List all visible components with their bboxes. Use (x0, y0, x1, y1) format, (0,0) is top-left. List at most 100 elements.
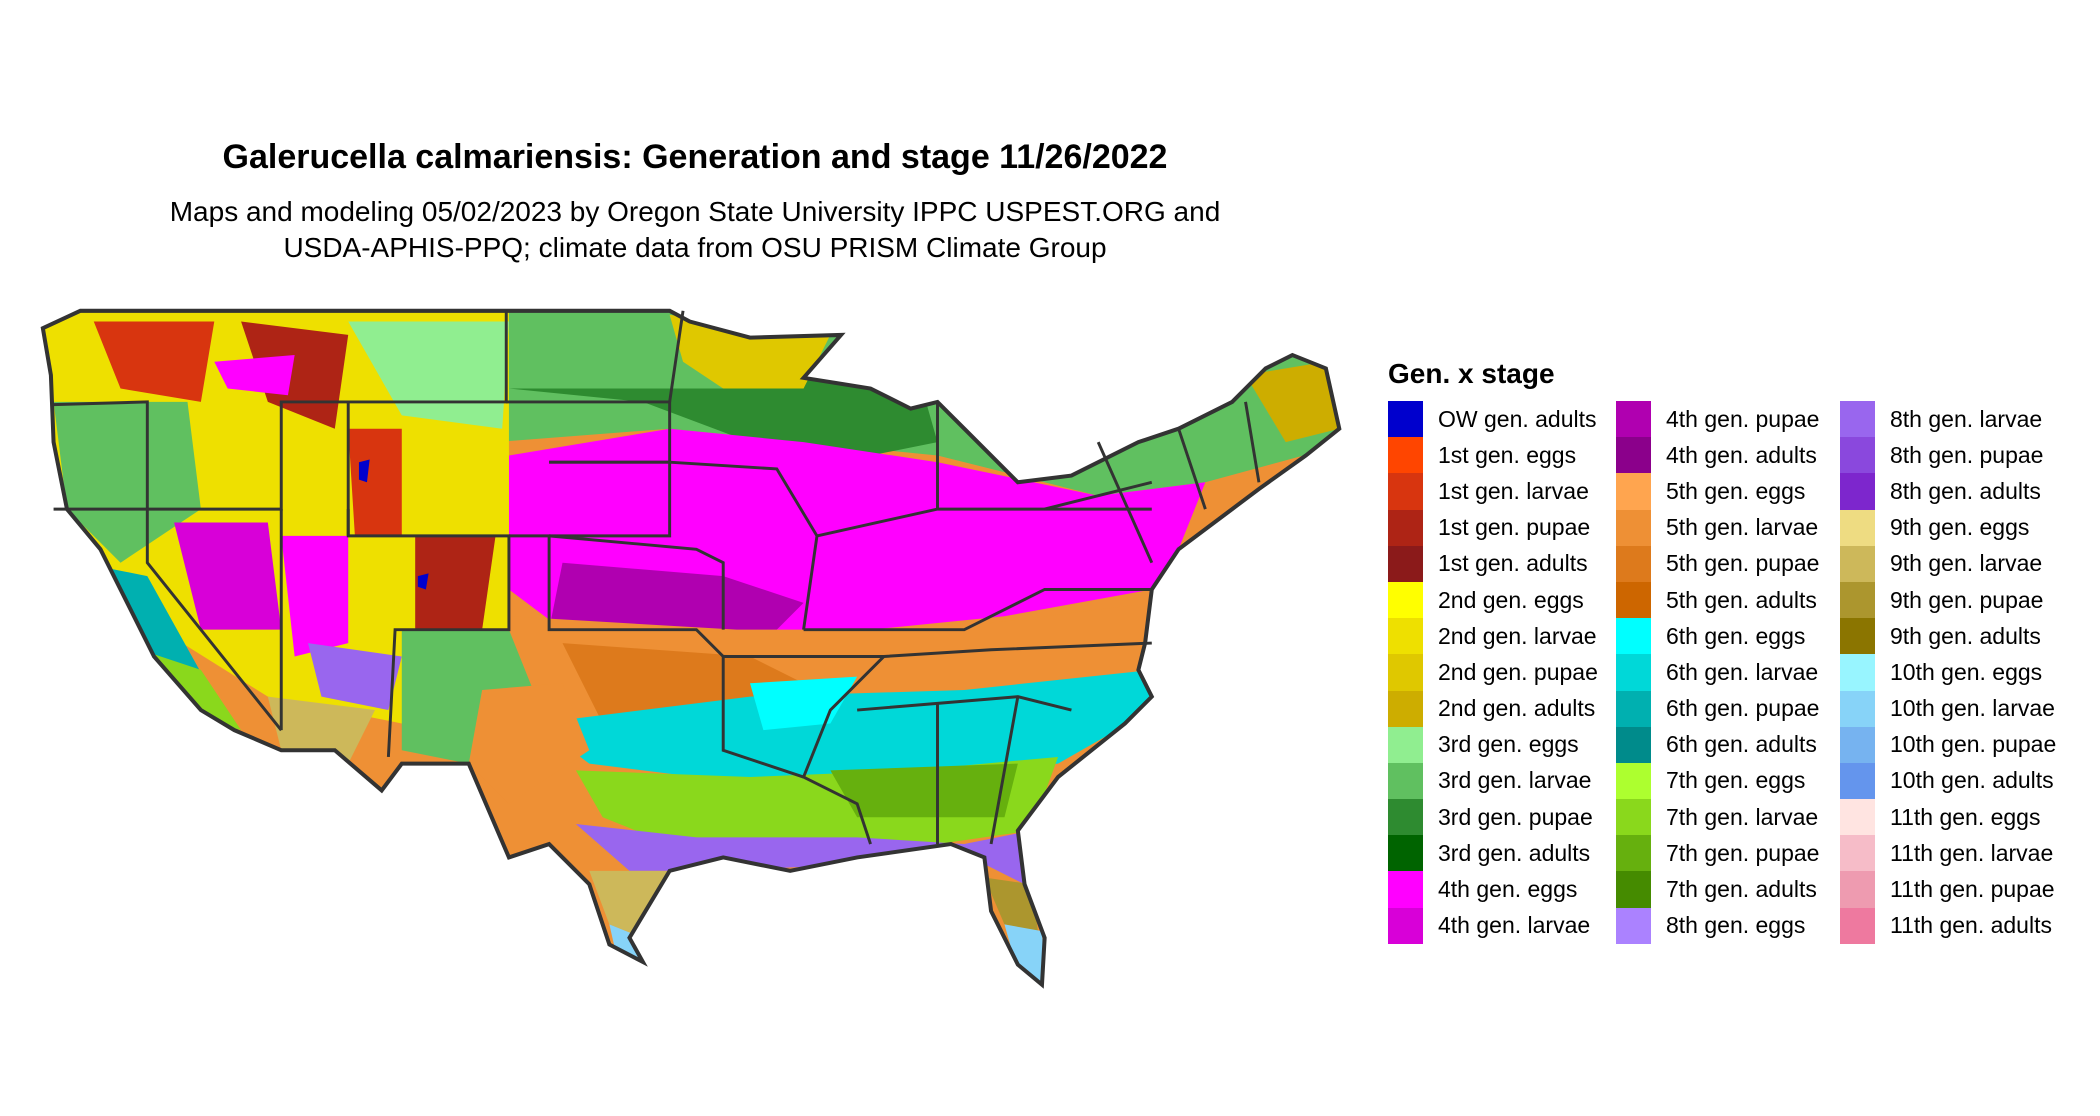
legend-swatch (1616, 618, 1651, 655)
legend-label: 4th gen. larvae (1438, 912, 1591, 939)
legend-item: 8th gen. pupae (1840, 437, 2056, 474)
legend-label: 2nd gen. pupae (1438, 658, 1598, 685)
legend-swatch (1388, 401, 1423, 438)
legend-swatch (1840, 762, 1875, 800)
legend-item: 9th gen. eggs (1840, 509, 2056, 546)
legend-swatch (1616, 437, 1651, 474)
legend-item: 7th gen. larvae (1616, 799, 1819, 836)
legend-label: 9th gen. larvae (1890, 550, 2043, 577)
legend-item: 11th gen. adults (1840, 907, 2056, 944)
legend-item: 1st gen. pupae (1388, 509, 1598, 546)
legend-swatch (1388, 907, 1423, 944)
legend-swatch (1840, 907, 1875, 944)
legend-item: 4th gen. pupae (1616, 401, 1820, 438)
legend-label: 8th gen. larvae (1890, 405, 2043, 432)
legend-label: 1st gen. pupae (1438, 514, 1591, 541)
legend-item: 1st gen. eggs (1388, 437, 1598, 474)
legend-swatch (1388, 473, 1423, 510)
legend-swatch (1840, 835, 1875, 872)
legend-item: 11th gen. eggs (1840, 799, 2056, 836)
legend-label: 5th gen. pupae (1666, 550, 1820, 577)
legend-item: 3rd gen. adults (1388, 835, 1598, 872)
legend-swatch (1616, 581, 1651, 619)
legend-swatch (1616, 907, 1651, 944)
legend-label: 5th gen. adults (1666, 586, 1817, 613)
legend-swatch (1388, 545, 1423, 582)
legend-swatch (1840, 473, 1875, 510)
legend-item: OW gen. adults (1388, 401, 1598, 438)
legend-label: 2nd gen. larvae (1438, 622, 1597, 649)
legend-item: 3rd gen. larvae (1388, 762, 1598, 800)
legend-swatch (1388, 835, 1423, 872)
legend-item: 4th gen. adults (1616, 437, 1819, 474)
legend-swatch (1388, 581, 1423, 619)
legend-label: 5th gen. eggs (1666, 477, 1806, 504)
legend-item: 1st gen. larvae (1388, 473, 1598, 510)
legend-item: 5th gen. adults (1616, 581, 1819, 619)
legend-item: 4th gen. larvae (1388, 907, 1598, 944)
legend-label: 3rd gen. larvae (1438, 767, 1592, 794)
map-title: Galerucella calmariensis: Generation and… (222, 138, 1168, 176)
legend-label: 9th gen. eggs (1890, 514, 2030, 541)
legend-item: 7th gen. eggs (1616, 762, 1819, 800)
legend-swatch (1840, 437, 1875, 474)
legend-column-1: OW gen. adults 1st gen. eggs 1st gen. larv… (1388, 401, 1598, 944)
legend-swatch (1616, 762, 1651, 800)
legend-swatch (1616, 654, 1651, 691)
map-subtitle-line-2: USDA-APHIS-PPQ; climate data from OSU PR… (283, 232, 1107, 263)
legend-label: 6th gen. adults (1666, 731, 1817, 758)
legend-item: 9th gen. larvae (1840, 545, 2056, 582)
legend-label: 2nd gen. eggs (1438, 586, 1584, 613)
legend-item: 10th gen. pupae (1840, 726, 2057, 763)
legend-label: 4th gen. eggs (1438, 876, 1578, 903)
legend-swatch (1388, 726, 1423, 763)
legend-swatch (1616, 799, 1651, 836)
legend-label: 7th gen. larvae (1666, 803, 1819, 830)
legend-item: 2nd gen. eggs (1388, 581, 1598, 619)
legend-label: 11th gen. eggs (1890, 803, 2041, 830)
legend-item: 8th gen. larvae (1840, 401, 2056, 438)
legend-item: 11th gen. larvae (1840, 835, 2056, 872)
legend-item: 10th gen. eggs (1840, 654, 2056, 691)
legend-swatch (1388, 509, 1423, 546)
state-boundaries (43, 311, 1339, 985)
legend-label: 4th gen. pupae (1666, 405, 1820, 432)
legend-label: 8th gen. eggs (1666, 912, 1806, 939)
legend-swatch (1616, 473, 1651, 510)
legend-title: Gen. x stage (1388, 358, 1555, 389)
legend-item: 3rd gen. eggs (1388, 726, 1598, 763)
legend-item: 7th gen. pupae (1616, 835, 1819, 872)
legend-column-2: 4th gen. pupae 4th gen. adults 5th gen. eg… (1616, 401, 1819, 944)
legend-label: 8th gen. adults (1890, 477, 2041, 504)
legend-label: 10th gen. eggs (1890, 658, 2043, 685)
legend-item: 2nd gen. adults (1388, 690, 1598, 727)
legend-label: 9th gen. adults (1890, 622, 2041, 649)
legend-label: 4th gen. adults (1666, 441, 1817, 468)
legend-swatch (1840, 618, 1875, 655)
legend-swatch (1616, 401, 1651, 438)
legend-swatch (1388, 871, 1423, 908)
legend-swatch (1616, 726, 1651, 763)
legend-label: 10th gen. pupae (1890, 731, 2057, 758)
legend-swatch (1388, 437, 1423, 474)
legend-item: 10th gen. larvae (1840, 690, 2056, 727)
legend-swatch (1840, 581, 1875, 619)
legend-swatch (1388, 654, 1423, 691)
legend-label: 7th gen. eggs (1666, 767, 1806, 794)
legend-swatch (1840, 509, 1875, 546)
legend-swatch (1616, 871, 1651, 908)
legend-item: 1st gen. adults (1388, 545, 1598, 582)
legend-item: 11th gen. pupae (1840, 871, 2056, 908)
legend-swatch (1840, 799, 1875, 836)
legend-label: 11th gen. larvae (1890, 839, 2054, 866)
legend-label: 3rd gen. eggs (1438, 731, 1579, 758)
legend-swatch (1616, 509, 1651, 546)
legend-swatch (1840, 690, 1875, 727)
legend-label: 1st gen. eggs (1438, 441, 1577, 468)
legend-label: 3rd gen. adults (1438, 839, 1591, 866)
legend-item: 6th gen. adults (1616, 726, 1819, 763)
legend-swatch (1840, 545, 1875, 582)
legend-label: 2nd gen. adults (1438, 695, 1596, 722)
legend-swatch (1388, 799, 1423, 836)
